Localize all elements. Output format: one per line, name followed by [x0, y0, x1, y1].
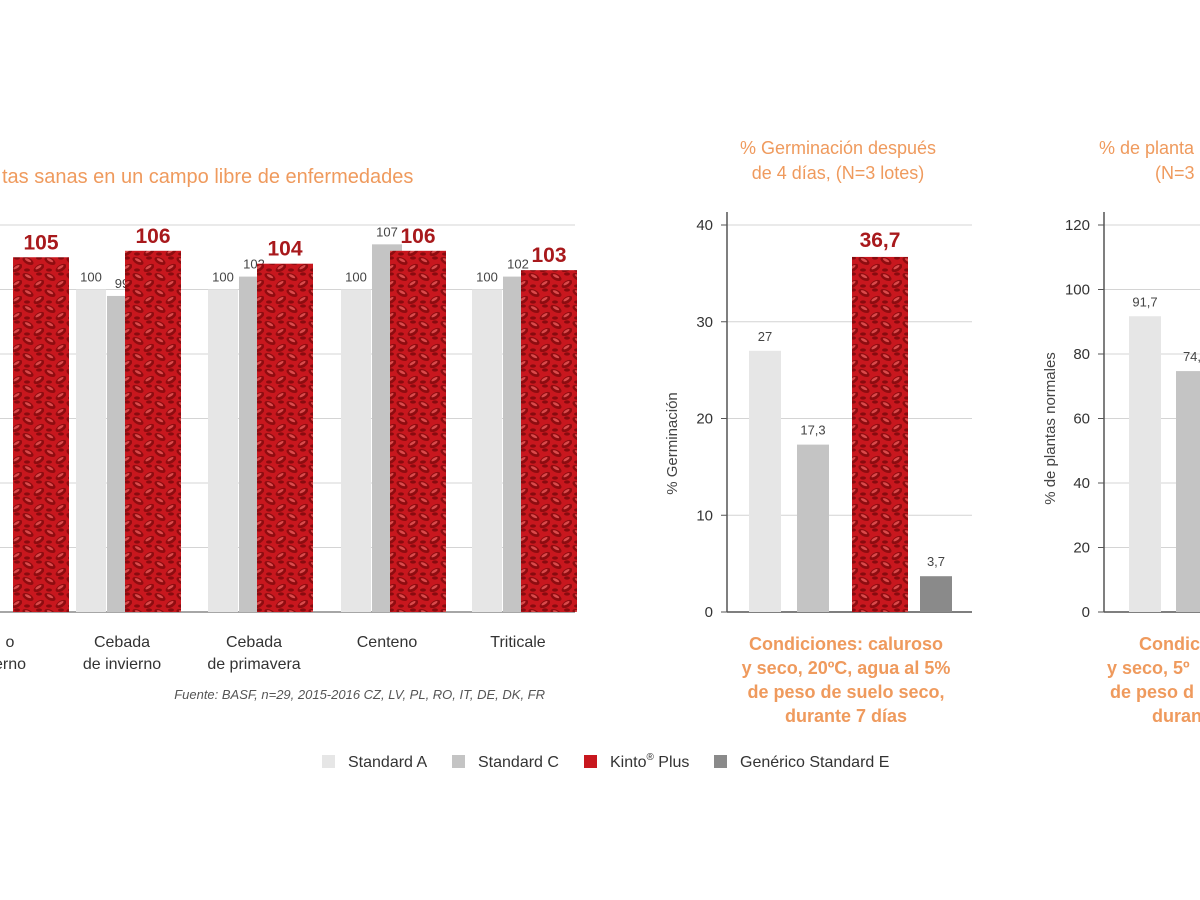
legend-label-text: Standard C — [478, 754, 559, 771]
chart3-bars: 91,7 74, — [1129, 294, 1200, 612]
chart1-data-label: 106 — [135, 225, 170, 248]
chart3-ytick-label: 20 — [1073, 540, 1090, 557]
chart3-ytick-label: 120 — [1065, 217, 1090, 234]
chart1-bar — [341, 289, 371, 612]
chart1-data-label: 102 — [507, 257, 529, 272]
chart2-conditions-line: de peso de suelo seco, — [747, 682, 944, 702]
chart2-bar — [852, 256, 908, 612]
chart1-bar — [208, 289, 238, 612]
chart1-data-label: 100 — [345, 270, 367, 285]
chart1-categories: o erno Cebada de invierno Cebada de primavera… — [0, 634, 546, 673]
legend-label-text: Standard A — [348, 754, 428, 771]
chart1-data-label: 104 — [267, 238, 302, 261]
chart1-category-label: de primavera — [207, 656, 300, 673]
chart2-ytick-label: 40 — [696, 217, 713, 234]
chart3-ytick-label: 60 — [1073, 411, 1090, 428]
chart2-conditions: Condiciones: caluroso y seco, 20ºC, agua … — [742, 634, 951, 726]
chart3-ytick-label: 40 — [1073, 475, 1090, 492]
legend-swatch — [452, 755, 465, 768]
chart2-ytick-label: 30 — [696, 314, 713, 331]
chart3-data-label: 74, — [1183, 349, 1200, 364]
chart3-conditions-line: de peso d — [1110, 682, 1194, 702]
chart3-title-line: % de planta — [1099, 138, 1195, 158]
chart3-title: % de planta (N=3 — [1099, 138, 1195, 183]
legend-label: Kinto® Plus — [610, 752, 689, 771]
chart1-category-label: Cebada — [226, 634, 282, 651]
legend-label-sup: ® — [646, 752, 654, 763]
chart2-bar — [749, 350, 781, 612]
legend-label-text: Kinto — [610, 754, 647, 771]
chart1-category-label: de invierno — [83, 656, 161, 673]
legend-swatch — [322, 755, 335, 768]
chart3-conditions-line: Condic — [1139, 634, 1200, 654]
chart3-bar — [1176, 371, 1200, 612]
chart2-grid: 0 10 20 30 40 % Germinación — [664, 212, 972, 621]
legend-label-after: Plus — [654, 754, 690, 771]
chart3-ytick-label: 0 — [1082, 604, 1090, 621]
chart1-bar — [257, 263, 313, 612]
legend-swatch — [714, 755, 727, 768]
chart1-data-label: 100 — [476, 270, 498, 285]
chart1-data-label: 106 — [400, 225, 435, 248]
chart1-category-label: Centeno — [357, 634, 418, 651]
chart2-bar — [920, 576, 952, 612]
chart2-conditions-line: durante 7 días — [785, 706, 907, 726]
chart3-title-line: (N=3 — [1155, 163, 1195, 183]
chart1-bar — [521, 270, 577, 612]
chart2-ytick-label: 0 — [705, 604, 713, 621]
chart2-data-label: 17,3 — [800, 423, 825, 438]
chart3-ylabel: % de plantas normales — [1042, 352, 1059, 505]
chart2-conditions-line: y seco, 20ºC, agua al 5% — [742, 658, 951, 678]
chart3-conditions-line: duran — [1152, 706, 1200, 726]
chart2-data-label: 27 — [758, 329, 772, 344]
legend-label: Standard C — [478, 754, 559, 771]
chart1-data-label: 100 — [212, 270, 234, 285]
chart1-bar — [472, 289, 502, 612]
chart-germination: % Germinación después de 4 días, (N=3 lot… — [664, 138, 972, 726]
chart1-bar — [76, 289, 106, 612]
chart3-ytick-label: 80 — [1073, 346, 1090, 363]
legend-label-text: Genérico Standard E — [740, 754, 889, 771]
chart1-source: Fuente: BASF, n=29, 2015-2016 CZ, LV, PL… — [174, 687, 545, 702]
chart-normal-plants: % de planta (N=3 0 20 40 60 80 100 120 % de plan… — [1042, 138, 1200, 726]
chart2-ytick-label: 10 — [696, 507, 713, 524]
chart2-bar — [797, 444, 829, 612]
chart1-category-label: Cebada — [94, 634, 150, 651]
chart2-bars: 27 17,3 36,7 3,7 — [749, 229, 952, 612]
chart2-data-label: 3,7 — [927, 554, 945, 569]
chart3-data-label: 91,7 — [1132, 294, 1157, 309]
legend-swatch — [584, 755, 597, 768]
chart1-bar — [125, 250, 181, 613]
chart1-data-label: 107 — [376, 224, 398, 239]
chart2-ytick-label: 20 — [696, 411, 713, 428]
chart3-conditions: Condic y seco, 5º de peso d duran — [1107, 634, 1200, 726]
chart2-title-line: % Germinación después — [740, 138, 936, 158]
legend-label: Genérico Standard E — [740, 754, 889, 771]
legend: Standard A Standard C Kinto® Plus Genérico … — [322, 752, 889, 771]
chart2-title: % Germinación después de 4 días, (N=3 lot… — [740, 138, 936, 183]
chart1-category-label: erno — [0, 656, 26, 673]
chart2-ylabel: % Germinación — [664, 392, 681, 495]
legend-label: Standard A — [348, 754, 428, 771]
chart-healthy-plants: tas sanas en un campo libre de enfermeda… — [0, 166, 577, 702]
chart2-conditions-line: Condiciones: caluroso — [749, 634, 943, 654]
chart1-data-label: 100 — [80, 270, 102, 285]
chart1-bar — [390, 250, 446, 613]
chart2-data-label: 36,7 — [860, 229, 901, 252]
chart1-category-label: o — [6, 634, 15, 651]
chart1-title: tas sanas en un campo libre de enfermeda… — [2, 166, 413, 188]
chart2-title-line: de 4 días, (N=3 lotes) — [752, 163, 925, 183]
chart1-bar — [13, 257, 69, 612]
chart1-data-label: 103 — [531, 244, 566, 267]
chart1-category-label: Triticale — [490, 634, 546, 651]
chart1-data-label: 105 — [23, 231, 58, 254]
chart3-conditions-line: y seco, 5º — [1107, 658, 1190, 678]
chart3-bar — [1129, 316, 1161, 612]
chart3-ytick-label: 100 — [1065, 282, 1090, 299]
